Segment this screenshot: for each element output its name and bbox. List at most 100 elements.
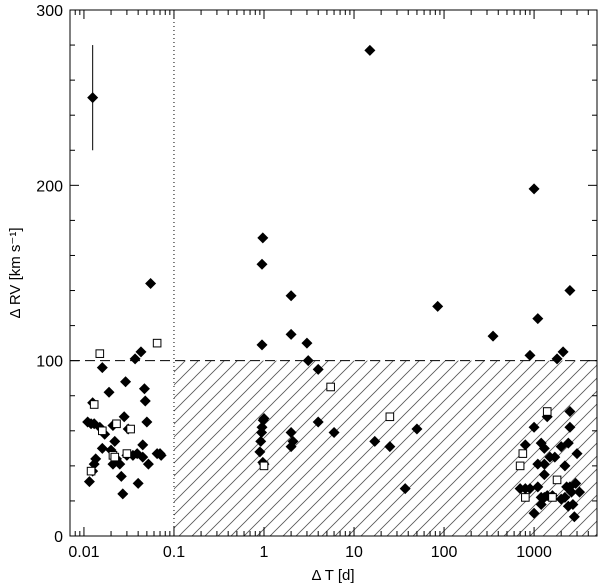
data-point-diamond: [96, 362, 108, 374]
data-point-square: [385, 412, 395, 422]
data-point-diamond: [571, 448, 583, 460]
data-point-diamond: [256, 258, 268, 270]
y-axis-label: Δ RV [km s⁻¹]: [7, 227, 24, 318]
data-point-diamond: [551, 353, 563, 365]
y-tick-label: 300: [36, 3, 63, 20]
data-point-diamond: [564, 406, 576, 418]
data-point-square: [515, 461, 525, 471]
data-point-diamond: [528, 421, 540, 433]
data-point-diamond: [135, 346, 147, 358]
data-point-diamond: [570, 477, 582, 489]
data-point-diamond: [141, 416, 153, 428]
data-point-diamond: [137, 439, 149, 451]
data-point-diamond: [117, 488, 129, 500]
data-point-diamond: [142, 458, 154, 470]
data-point-square: [152, 338, 162, 348]
data-point-diamond: [564, 285, 576, 297]
data-point-diamond: [103, 386, 115, 398]
data-point-diamond: [384, 441, 396, 453]
data-point-diamond: [120, 376, 132, 388]
data-point-diamond: [559, 491, 571, 503]
data-point-diamond: [565, 486, 577, 498]
data-point-diamond: [115, 470, 127, 482]
x-tick-label: 100: [431, 544, 458, 561]
data-point-square: [95, 349, 105, 358]
data-point-diamond: [90, 453, 102, 465]
data-point-diamond: [109, 435, 121, 447]
data-point-diamond: [118, 411, 130, 423]
data-point-diamond: [411, 423, 423, 435]
y-tick-label: 200: [36, 178, 63, 195]
data-point-square: [521, 493, 530, 502]
data-point-diamond: [256, 421, 268, 433]
data-point-diamond: [557, 346, 569, 358]
data-point-diamond: [258, 413, 270, 425]
data-point-diamond: [559, 460, 571, 472]
x-tick-label: 1: [260, 544, 269, 561]
data-point-diamond: [532, 458, 544, 470]
data-point-square: [548, 493, 557, 502]
data-point-square: [552, 475, 562, 485]
data-point-diamond: [287, 435, 299, 447]
data-point-square: [518, 449, 528, 458]
data-point-diamond: [255, 435, 267, 447]
data-point-diamond: [87, 92, 99, 104]
data-point-diamond: [302, 355, 314, 367]
x-tick-label: 10: [345, 544, 363, 561]
data-point-diamond: [155, 449, 167, 461]
data-point-diamond: [137, 451, 149, 463]
data-point-diamond: [254, 446, 266, 458]
data-point-diamond: [568, 511, 580, 523]
data-point-square: [98, 426, 107, 436]
data-point-diamond: [138, 383, 150, 395]
data-point-diamond: [524, 349, 536, 361]
data-point-diamond: [96, 442, 108, 454]
data-point-diamond: [364, 44, 376, 56]
data-point-diamond: [369, 435, 381, 447]
data-point-diamond: [145, 278, 157, 290]
data-point-diamond: [538, 469, 550, 481]
data-point-diamond: [524, 483, 536, 495]
data-point-diamond: [562, 437, 574, 449]
data-point-diamond: [549, 451, 561, 463]
data-point-diamond: [532, 313, 544, 325]
data-point-diamond: [312, 363, 324, 375]
plot-frame: [69, 9, 598, 537]
data-point-square: [126, 424, 135, 434]
data-point-diamond: [432, 300, 444, 312]
data-point-diamond: [528, 507, 540, 519]
y-tick-label: 100: [36, 354, 63, 371]
data-point-diamond: [285, 290, 297, 302]
data-point-square: [86, 466, 96, 476]
data-point-diamond: [528, 183, 540, 195]
x-tick-label: 1000: [516, 544, 552, 561]
data-point-diamond: [538, 458, 550, 470]
data-point-diamond: [285, 328, 297, 340]
data-point-diamond: [574, 486, 586, 498]
data-point-square: [122, 449, 132, 458]
data-point-diamond: [562, 500, 574, 512]
data-point-diamond: [256, 339, 268, 351]
data-point-diamond: [132, 477, 144, 489]
data-point-square: [110, 452, 120, 462]
data-point-diamond: [83, 476, 95, 488]
data-point-diamond: [487, 330, 499, 342]
data-point-diamond: [538, 442, 550, 454]
x-axis-label: Δ T [d]: [311, 567, 354, 584]
data-point-diamond: [285, 427, 297, 439]
data-point-diamond: [301, 337, 313, 349]
data-point-square: [542, 407, 552, 416]
data-point-diamond: [564, 421, 576, 433]
data-point-diamond: [519, 439, 531, 451]
data-point-square: [259, 461, 269, 471]
data-point-diamond: [312, 416, 324, 428]
x-tick-label: 0.1: [163, 544, 185, 561]
data-point-square: [112, 419, 121, 429]
y-tick-label: 0: [54, 529, 63, 546]
x-tick-label: 0.01: [68, 544, 99, 561]
data-point-diamond: [328, 427, 340, 439]
data-point-square: [89, 400, 99, 409]
data-point-square: [326, 382, 335, 392]
data-point-diamond: [257, 232, 269, 244]
data-point-diamond: [532, 481, 544, 493]
